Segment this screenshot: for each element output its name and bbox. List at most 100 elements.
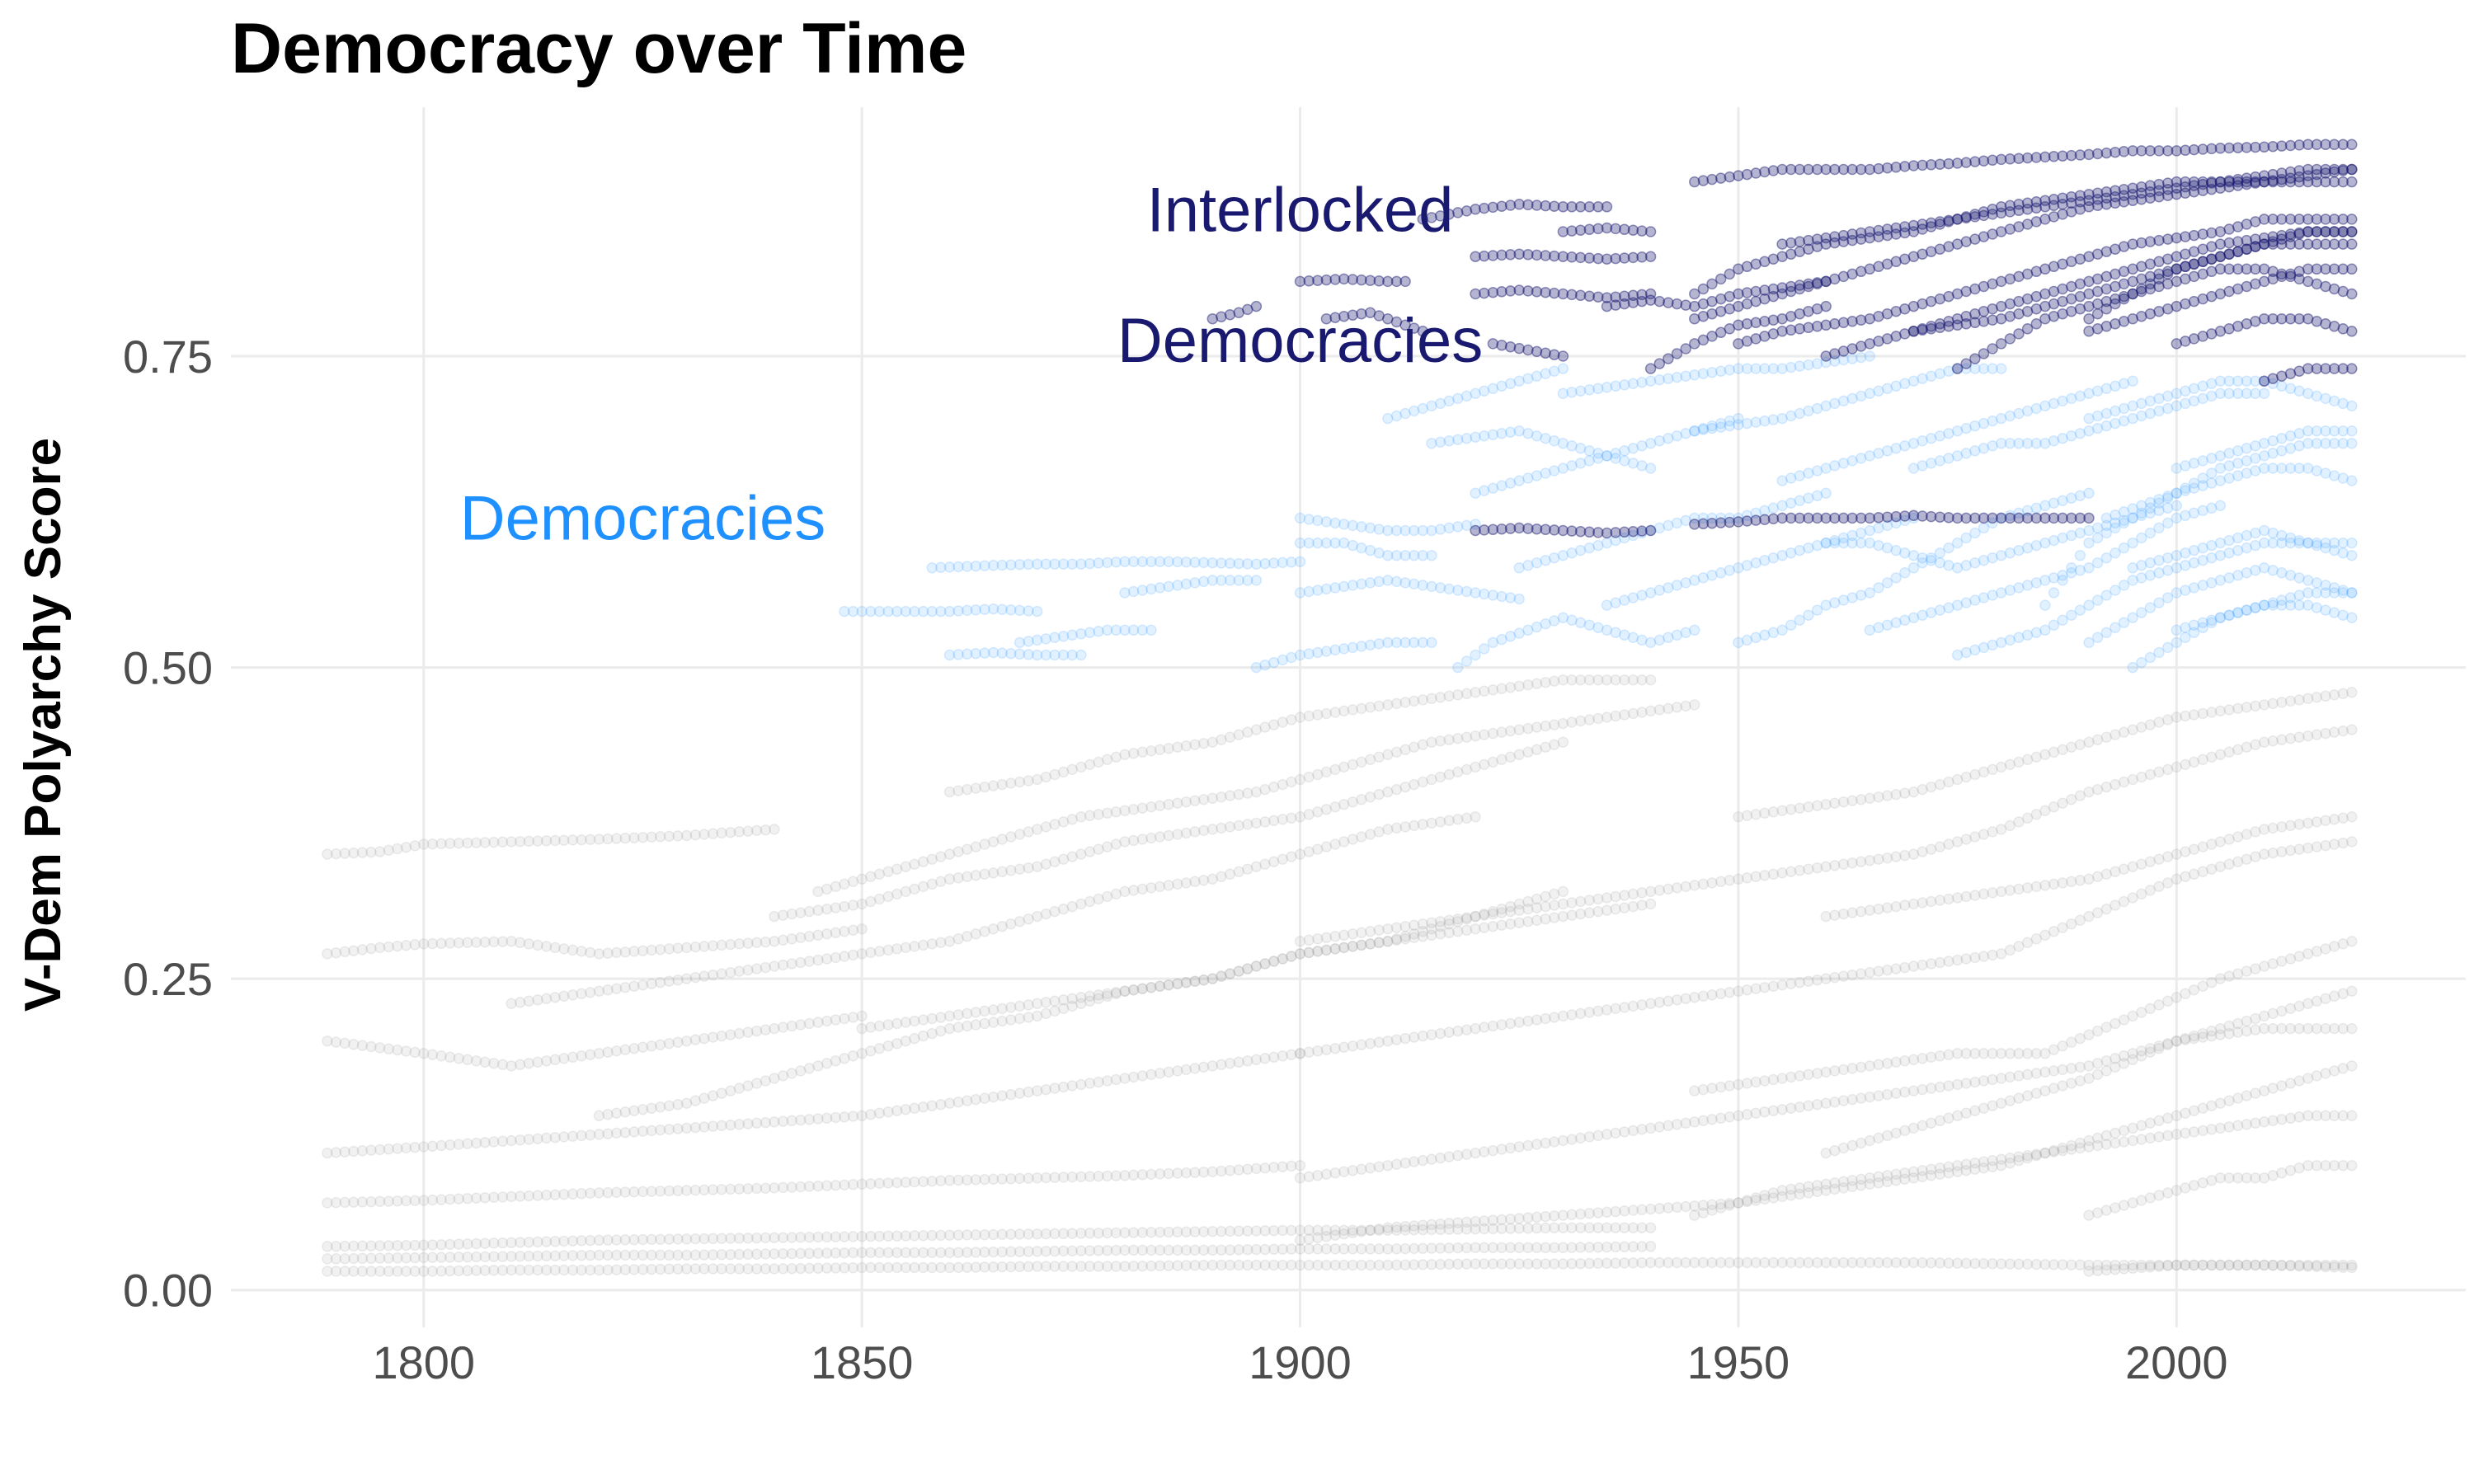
point-other	[523, 1134, 535, 1145]
point-other	[1759, 1106, 1771, 1118]
point-other	[2267, 697, 2279, 710]
point-other	[1487, 920, 1499, 932]
point-other	[1040, 1261, 1052, 1272]
point-other	[1259, 783, 1271, 796]
point-other	[619, 946, 631, 958]
point-other	[1101, 807, 1113, 819]
point-other	[628, 1126, 640, 1138]
point-other	[1776, 805, 1788, 817]
point-other	[1224, 968, 1236, 979]
point-other	[1601, 1241, 1613, 1253]
point-democracy	[1592, 448, 1604, 459]
point-other	[496, 1191, 509, 1203]
point-other	[1855, 968, 1867, 979]
point-other	[567, 1250, 579, 1261]
point-other	[2214, 1259, 2227, 1271]
point-other	[1268, 1224, 1280, 1237]
point-other	[1049, 856, 1061, 867]
point-other	[672, 974, 684, 986]
point-other	[707, 940, 719, 951]
point-other	[1995, 885, 2007, 898]
point-other	[1829, 1096, 1841, 1108]
point-other	[786, 1232, 797, 1243]
point-democracy	[2004, 510, 2016, 522]
point-democracy	[1644, 636, 1657, 649]
point-democracy	[2346, 438, 2358, 449]
point-other	[1899, 1173, 1911, 1186]
point-other	[1136, 802, 1149, 814]
point-other	[392, 1195, 403, 1207]
point-democracy	[1811, 490, 1823, 501]
point-other	[1250, 861, 1263, 872]
point-other	[1566, 1134, 1578, 1145]
point-other	[1969, 768, 1981, 781]
point-other	[1066, 1171, 1078, 1183]
point-other	[742, 1118, 754, 1129]
point-other	[1873, 1171, 1884, 1183]
point-other	[2284, 695, 2297, 707]
point-other	[2197, 1102, 2208, 1114]
point-other	[365, 1195, 377, 1208]
point-democracy	[996, 559, 1008, 571]
point-other	[1066, 900, 1078, 913]
point-other	[1005, 1261, 1017, 1273]
point-democracy	[1741, 363, 1753, 374]
point-other	[979, 781, 990, 793]
point-democracy	[1066, 558, 1078, 570]
point-other	[2039, 880, 2051, 891]
point-other	[1320, 1243, 1333, 1255]
point-democracy	[1663, 519, 1674, 532]
point-other	[2284, 1003, 2297, 1015]
point-other	[2223, 1095, 2235, 1106]
point-other	[1075, 992, 1087, 1003]
point-democracy	[1636, 634, 1648, 646]
point-other	[1101, 1244, 1113, 1256]
point-other	[435, 1252, 447, 1263]
point-other	[742, 1183, 754, 1195]
point-other	[532, 994, 543, 1006]
point-other	[698, 1249, 710, 1261]
point-other	[2048, 1044, 2060, 1055]
point-other	[1399, 1157, 1411, 1169]
point-other	[987, 867, 999, 879]
point-other	[339, 1196, 350, 1209]
point-democracy	[1426, 549, 1437, 561]
point-other	[769, 1232, 780, 1244]
point-other	[1382, 1035, 1394, 1047]
point-democracy	[1907, 512, 1920, 524]
point-democracy	[1890, 572, 1902, 584]
point-other	[1759, 1075, 1771, 1087]
point-democracy	[1504, 592, 1517, 603]
point-other	[891, 1037, 903, 1050]
point-democracy	[1601, 382, 1613, 393]
point-other	[680, 1233, 693, 1245]
point-other	[1531, 902, 1543, 913]
point-other	[961, 1174, 973, 1186]
point-other	[663, 1249, 675, 1261]
point-other	[496, 1059, 509, 1071]
point-other	[2013, 941, 2025, 952]
point-interlocked	[1399, 275, 1411, 288]
point-other	[2057, 922, 2068, 933]
point-other	[2171, 1035, 2183, 1047]
point-other	[2267, 1259, 2279, 1271]
point-other	[935, 1247, 947, 1259]
point-other	[1671, 994, 1683, 1006]
point-other	[1329, 1167, 1341, 1179]
point-other	[1925, 1117, 1937, 1129]
point-other	[2214, 861, 2227, 872]
point-other	[1172, 741, 1183, 753]
annotation-interlocked: Democracies	[1117, 306, 1483, 376]
point-democracy	[1023, 605, 1034, 617]
point-other	[1390, 1034, 1403, 1045]
point-democracy	[1250, 575, 1263, 586]
point-democracy	[1119, 556, 1131, 567]
point-other	[663, 1263, 675, 1275]
point-other	[2153, 1115, 2165, 1127]
point-other	[1224, 1164, 1236, 1176]
point-other	[2030, 1068, 2043, 1079]
point-other	[1172, 1167, 1183, 1179]
point-other	[1119, 1170, 1131, 1181]
point-democracy	[1837, 395, 1850, 407]
point-other	[2171, 992, 2183, 1003]
